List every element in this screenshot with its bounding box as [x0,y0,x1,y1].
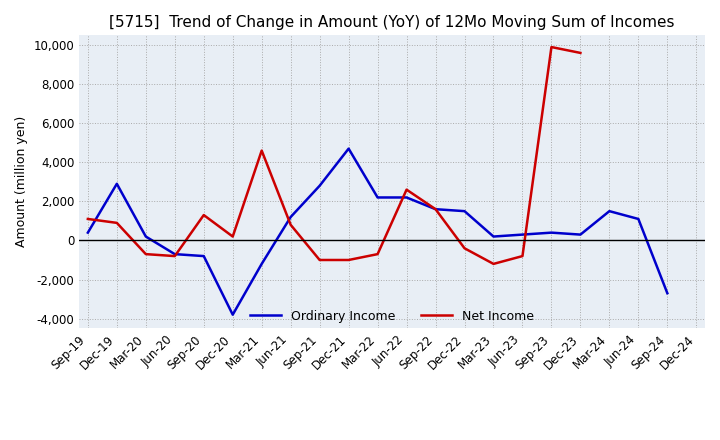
Net Income [112,220,121,226]
Ordinary Income [344,146,353,151]
Net Income [489,261,498,267]
Title: [5715]  Trend of Change in Amount (YoY) of 12Mo Moving Sum of Incomes: [5715] Trend of Change in Amount (YoY) o… [109,15,675,30]
Ordinary Income [199,253,208,259]
Ordinary Income [518,232,527,237]
Ordinary Income [634,216,643,222]
Net Income [315,257,324,263]
Line: Ordinary Income: Ordinary Income [88,149,667,315]
Ordinary Income [315,183,324,188]
Ordinary Income [228,312,237,317]
Ordinary Income [112,181,121,187]
Ordinary Income [431,206,440,212]
Ordinary Income [373,195,382,200]
Net Income [84,216,92,222]
Ordinary Income [287,214,295,220]
Ordinary Income [576,232,585,237]
Net Income [402,187,411,192]
Ordinary Income [84,230,92,235]
Legend: Ordinary Income, Net Income: Ordinary Income, Net Income [245,305,539,328]
Net Income [199,213,208,218]
Ordinary Income [257,261,266,267]
Net Income [576,50,585,55]
Ordinary Income [547,230,556,235]
Net Income [257,148,266,153]
Net Income [460,246,469,251]
Ordinary Income [171,252,179,257]
Net Income [373,252,382,257]
Net Income [344,257,353,263]
Net Income [518,253,527,259]
Net Income [142,252,150,257]
Net Income [431,206,440,212]
Net Income [663,320,672,325]
Net Income [547,44,556,50]
Ordinary Income [402,195,411,200]
Y-axis label: Amount (million yen): Amount (million yen) [15,116,28,247]
Ordinary Income [460,209,469,214]
Ordinary Income [142,234,150,239]
Ordinary Income [663,290,672,296]
Line: Net Income: Net Income [88,47,667,323]
Ordinary Income [489,234,498,239]
Net Income [228,234,237,239]
Net Income [171,253,179,259]
Net Income [287,222,295,227]
Ordinary Income [605,209,613,214]
